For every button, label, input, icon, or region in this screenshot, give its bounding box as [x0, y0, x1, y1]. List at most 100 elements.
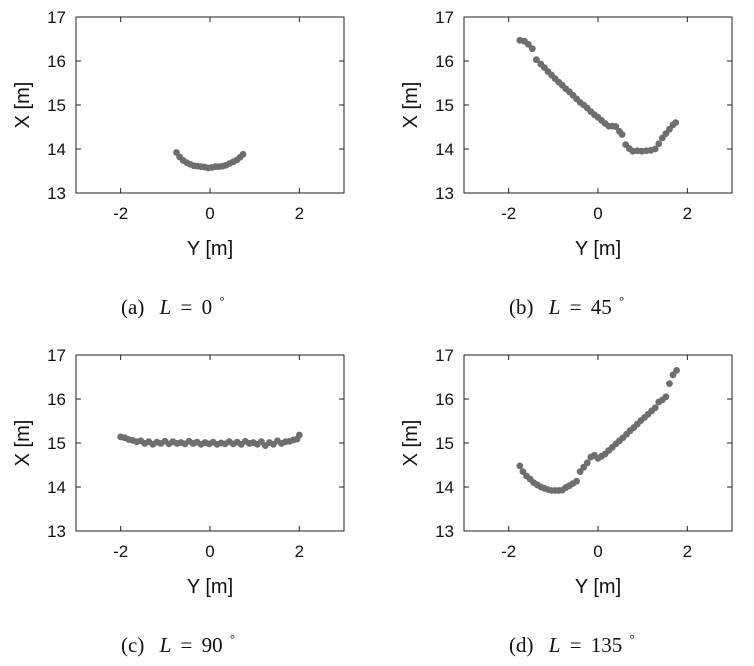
- scatter-point: [672, 119, 680, 126]
- x-tick-marks-a: [120, 17, 300, 193]
- x-tick-label: -2: [113, 204, 128, 223]
- panel-c: -2 0 2 13 14 15 16 17 Y [m] X [m] (c) L …: [12, 346, 345, 657]
- plot-area-d: -2 0 2 13 14 15 16 17 Y [m] X [m]: [400, 346, 733, 598]
- caption-prefix: (c): [121, 633, 144, 657]
- x-tick-labels-c: -2 0 2: [113, 542, 304, 561]
- y-tick-labels-b: 13 14 15 16 17: [435, 8, 454, 203]
- scatter-points-b: [516, 36, 680, 155]
- x-axis-label-c: Y [m]: [187, 576, 233, 598]
- caption-a: (a) L = 0 °: [121, 293, 225, 319]
- scatter-point: [532, 56, 540, 64]
- caption-b: (b) L = 45 °: [509, 293, 624, 319]
- y-tick-label: 14: [435, 478, 454, 497]
- y-tick-labels-c: 13 14 15 16 17: [47, 346, 66, 541]
- caption-prefix: (d): [509, 633, 534, 657]
- scatter-point: [651, 145, 659, 153]
- caption-equals: =: [570, 633, 582, 657]
- y-tick-label: 17: [435, 346, 454, 365]
- y-tick-label: 16: [435, 52, 454, 71]
- caption-value: 45: [591, 295, 612, 319]
- x-tick-label: -2: [501, 542, 516, 561]
- y-tick-label: 16: [47, 390, 66, 409]
- x-tick-labels-b: -2 0 2: [501, 204, 692, 223]
- y-tick-label: 16: [435, 390, 454, 409]
- y-tick-labels-a: 13 14 15 16 17: [47, 8, 66, 203]
- x-tick-label: 0: [593, 204, 602, 223]
- caption-equals: =: [181, 633, 193, 657]
- y-tick-label: 15: [47, 96, 66, 115]
- x-tick-label: 2: [683, 542, 692, 561]
- y-axis-label-a: X [m]: [12, 82, 34, 129]
- y-tick-marks-b: [464, 16, 732, 194]
- x-tick-marks-b: [508, 17, 688, 193]
- y-tick-label: 15: [47, 434, 66, 453]
- scatter-point: [573, 477, 580, 485]
- scatter-point: [666, 380, 673, 387]
- y-axis-label-d: X [m]: [400, 420, 422, 467]
- plot-area-b: -2 0 2 13 14 15 16 17 Y [m] X [m]: [400, 8, 733, 260]
- y-tick-label: 14: [47, 478, 66, 497]
- y-tick-labels-d: 13 14 15 16 17: [435, 346, 454, 541]
- y-tick-label: 13: [47, 522, 66, 541]
- x-tick-label: 0: [205, 204, 214, 223]
- scatter-point: [295, 431, 303, 439]
- x-tick-labels-a: -2 0 2: [113, 204, 304, 223]
- x-tick-label: 2: [683, 204, 692, 223]
- scatter-point: [583, 459, 591, 467]
- x-tick-label: 2: [295, 204, 304, 223]
- scatter-points-a: [173, 149, 247, 172]
- caption-degree: °: [230, 631, 235, 646]
- y-tick-marks-a: [76, 16, 344, 194]
- scatter-point: [516, 462, 524, 470]
- caption-degree: °: [619, 293, 624, 308]
- panel-d: -2 0 2 13 14 15 16 17 Y [m] X [m] (d) L …: [400, 346, 733, 657]
- scatter-point: [662, 393, 670, 401]
- y-tick-label: 13: [435, 184, 454, 203]
- x-tick-label: -2: [501, 204, 516, 223]
- caption-value: 90: [202, 633, 223, 657]
- y-tick-label: 17: [47, 346, 66, 365]
- y-axis-label-b: X [m]: [400, 82, 422, 129]
- caption-d: (d) L = 135 °: [509, 631, 635, 657]
- caption-equals: =: [570, 295, 582, 319]
- caption-degree: °: [630, 631, 635, 646]
- scatter-point: [528, 45, 536, 53]
- y-tick-label: 14: [435, 140, 454, 159]
- scatter-point: [651, 404, 659, 412]
- y-tick-label: 13: [435, 522, 454, 541]
- plot-area-a: -2 0 2 13 14 15 16 17 Y [m] X [m]: [12, 8, 345, 260]
- y-tick-label: 16: [47, 52, 66, 71]
- y-tick-marks-d: [464, 354, 732, 532]
- y-axis-label-c: X [m]: [12, 420, 34, 467]
- caption-value: 0: [202, 295, 213, 319]
- scatter-point: [524, 40, 532, 48]
- caption-variable: L: [548, 295, 561, 319]
- y-tick-label: 17: [435, 8, 454, 27]
- plot-area-c: -2 0 2 13 14 15 16 17 Y [m] X [m]: [12, 346, 345, 598]
- y-tick-label: 14: [47, 140, 66, 159]
- x-tick-label: 0: [205, 542, 214, 561]
- x-axis-label-d: Y [m]: [575, 576, 621, 598]
- panel-a: -2 0 2 13 14 15 16 17 Y [m] X [m] (a) L …: [12, 8, 345, 319]
- scatter-point: [612, 123, 620, 130]
- y-tick-marks-c: [76, 354, 344, 532]
- caption-degree: °: [219, 293, 224, 308]
- caption-variable: L: [159, 295, 172, 319]
- caption-variable: L: [548, 633, 561, 657]
- caption-equals: =: [181, 295, 193, 319]
- scatter-point: [618, 131, 626, 138]
- scatter-points-c: [117, 431, 303, 450]
- scatter-point: [239, 150, 247, 158]
- caption-prefix: (a): [121, 295, 144, 319]
- caption-c: (c) L = 90 °: [121, 631, 235, 657]
- x-axis-label-b: Y [m]: [575, 238, 621, 260]
- x-tick-label: -2: [113, 542, 128, 561]
- caption-prefix: (b): [509, 295, 534, 319]
- x-tick-label: 0: [593, 542, 602, 561]
- x-tick-marks-d: [508, 355, 688, 531]
- x-tick-marks-c: [120, 355, 300, 531]
- y-tick-label: 15: [435, 96, 454, 115]
- caption-variable: L: [159, 633, 172, 657]
